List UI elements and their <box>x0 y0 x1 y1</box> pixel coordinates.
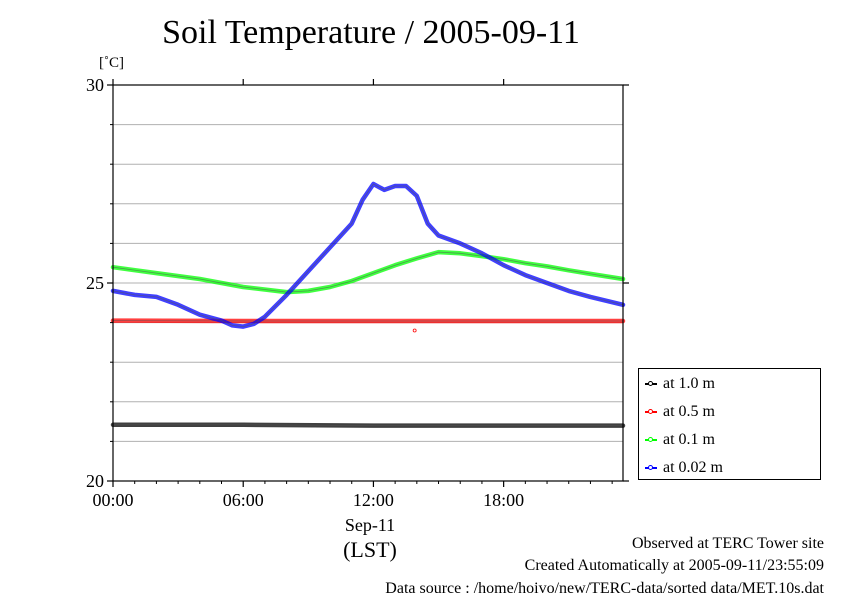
series-line-core-2 <box>113 252 623 292</box>
legend: at 1.0 m at 0.5 m at 0.1 m at 0.02 m <box>638 368 821 480</box>
legend-label-1: at 0.5 m <box>663 403 715 421</box>
x-tick-label-18: 18:00 <box>483 490 524 510</box>
legend-swatch-0 <box>645 383 657 385</box>
series-layer <box>113 184 623 426</box>
series-line-2 <box>113 252 623 292</box>
footer-data-source: Data source : /home/hoivo/new/TERC-data/… <box>385 580 824 598</box>
legend-label-2: at 0.1 m <box>663 431 715 449</box>
legend-item-1: at 0.5 m <box>645 401 715 423</box>
x-tick-label-12: 12:00 <box>353 490 394 510</box>
legend-item-2: at 0.1 m <box>645 429 715 451</box>
legend-label-3: at 0.02 m <box>663 459 723 477</box>
footer-created-time: Created Automatically at 2005-09-11/23:5… <box>525 557 824 575</box>
legend-swatch-2 <box>645 439 657 441</box>
y-tick-label-30: 30 <box>86 75 104 95</box>
y-tick-label-25: 25 <box>86 273 104 293</box>
series-line-core-3 <box>113 184 623 327</box>
x-tick-label-6: 06:00 <box>223 490 264 510</box>
x-date-label: Sep-11 <box>330 515 410 536</box>
legend-label-0: at 1.0 m <box>663 375 715 393</box>
footer-observed-site: Observed at TERC Tower site <box>632 535 824 553</box>
x-timezone-label: (LST) <box>330 537 410 563</box>
legend-swatch-3 <box>645 467 657 469</box>
x-tick-label-0: 00:00 <box>92 490 133 510</box>
legend-item-0: at 1.0 m <box>645 373 715 395</box>
series-outlier-point-1 <box>413 329 416 332</box>
legend-item-3: at 0.02 m <box>645 457 723 479</box>
legend-swatch-1 <box>645 411 657 413</box>
series-line-3 <box>113 184 623 327</box>
y-tick-label-20: 20 <box>86 471 104 491</box>
axis-layer: 20 25 30 00:00 06:00 12:00 18:00 <box>86 75 629 510</box>
